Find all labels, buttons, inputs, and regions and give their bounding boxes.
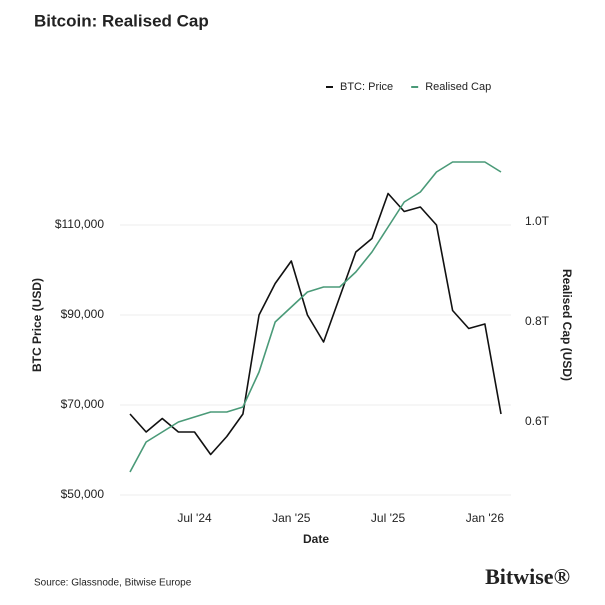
series-line	[129, 161, 502, 473]
chart-title: Bitcoin: Realised Cap	[34, 11, 209, 30]
y2-tick-label: 0.6T	[525, 414, 550, 428]
x-axis-title: Date	[303, 532, 329, 546]
x-tick-label: Jul '25	[371, 511, 406, 525]
legend-label: Realised Cap	[425, 81, 491, 93]
x-tick-label: Jul '24	[177, 511, 212, 525]
x-tick-label: Jan '25	[272, 511, 311, 525]
x-tick-label: Jan '26	[466, 511, 505, 525]
legend-label: BTC: Price	[340, 81, 393, 93]
source: Source: Glassnode, Bitwise Europe	[34, 578, 192, 589]
y-axis-title: BTC Price (USD)	[30, 278, 44, 372]
y2-axis-title: Realised Cap (USD)	[560, 269, 574, 381]
series-line	[129, 192, 502, 456]
y2-tick-label: 0.8T	[525, 314, 550, 328]
y-tick-label: $70,000	[61, 397, 105, 411]
logo: Bitwise®	[485, 564, 570, 589]
y-tick-label: $90,000	[61, 307, 105, 321]
y-tick-label: $110,000	[55, 217, 104, 231]
y2-tick-label: 1.0T	[525, 214, 550, 228]
y-tick-label: $50,000	[61, 487, 105, 501]
